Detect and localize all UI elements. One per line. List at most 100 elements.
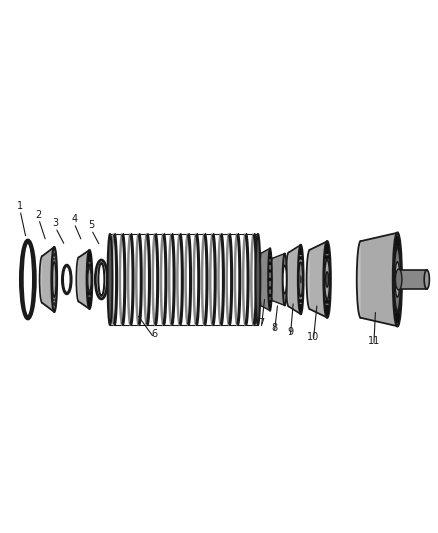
Ellipse shape [286, 253, 291, 306]
Ellipse shape [52, 270, 53, 273]
Ellipse shape [268, 248, 272, 311]
Ellipse shape [23, 243, 33, 316]
Ellipse shape [53, 262, 56, 297]
Ellipse shape [87, 258, 90, 262]
Ellipse shape [299, 299, 301, 303]
Ellipse shape [269, 256, 272, 259]
Ellipse shape [395, 241, 398, 247]
Ellipse shape [52, 278, 53, 281]
Ellipse shape [300, 256, 303, 260]
Ellipse shape [87, 297, 90, 301]
Ellipse shape [270, 286, 272, 289]
Text: 6: 6 [151, 328, 157, 338]
Ellipse shape [396, 312, 400, 318]
Text: 4: 4 [71, 214, 77, 224]
Ellipse shape [396, 269, 402, 290]
Ellipse shape [53, 254, 55, 257]
Ellipse shape [300, 248, 302, 252]
Ellipse shape [300, 293, 303, 297]
Ellipse shape [397, 307, 400, 312]
Ellipse shape [268, 262, 270, 265]
Ellipse shape [52, 263, 54, 266]
Ellipse shape [301, 278, 304, 281]
Ellipse shape [51, 247, 57, 312]
Ellipse shape [327, 269, 330, 273]
Ellipse shape [89, 263, 92, 268]
Ellipse shape [89, 270, 92, 274]
Ellipse shape [395, 246, 398, 252]
Ellipse shape [301, 285, 303, 289]
Polygon shape [401, 270, 427, 289]
Ellipse shape [53, 302, 55, 305]
Ellipse shape [283, 254, 287, 305]
Ellipse shape [54, 302, 56, 305]
Polygon shape [310, 241, 327, 318]
Ellipse shape [88, 252, 91, 256]
Text: 11: 11 [367, 336, 380, 346]
Ellipse shape [268, 304, 271, 307]
Ellipse shape [326, 309, 329, 313]
Ellipse shape [108, 234, 113, 325]
Text: 5: 5 [88, 221, 95, 230]
Ellipse shape [396, 317, 399, 322]
Ellipse shape [394, 253, 398, 259]
Ellipse shape [394, 301, 398, 306]
Ellipse shape [325, 309, 328, 313]
Polygon shape [272, 254, 285, 305]
Ellipse shape [55, 263, 57, 266]
Ellipse shape [325, 272, 328, 287]
Ellipse shape [325, 260, 330, 299]
Ellipse shape [298, 293, 301, 297]
Ellipse shape [298, 262, 301, 266]
Ellipse shape [87, 285, 89, 289]
Ellipse shape [397, 277, 401, 282]
Ellipse shape [268, 269, 270, 273]
Ellipse shape [298, 270, 301, 273]
Ellipse shape [54, 254, 56, 257]
Ellipse shape [53, 258, 54, 260]
Ellipse shape [268, 252, 271, 255]
Ellipse shape [327, 277, 330, 281]
Ellipse shape [64, 266, 70, 293]
Ellipse shape [325, 293, 327, 297]
Ellipse shape [395, 312, 398, 318]
Ellipse shape [260, 253, 263, 306]
Ellipse shape [394, 260, 398, 266]
Ellipse shape [327, 305, 329, 309]
Ellipse shape [52, 293, 54, 296]
Ellipse shape [327, 300, 329, 304]
Ellipse shape [394, 248, 401, 311]
Text: 7: 7 [258, 318, 265, 328]
Ellipse shape [55, 286, 57, 288]
Ellipse shape [396, 236, 399, 242]
Ellipse shape [326, 244, 328, 248]
Ellipse shape [394, 268, 397, 274]
Ellipse shape [397, 260, 401, 266]
Ellipse shape [76, 257, 81, 302]
Ellipse shape [89, 258, 92, 262]
Ellipse shape [269, 251, 271, 254]
Ellipse shape [326, 311, 328, 315]
Ellipse shape [300, 251, 303, 255]
Ellipse shape [325, 285, 327, 289]
Ellipse shape [393, 233, 402, 326]
Ellipse shape [397, 268, 401, 274]
Ellipse shape [53, 253, 55, 255]
Ellipse shape [325, 305, 328, 309]
Ellipse shape [396, 316, 399, 321]
Ellipse shape [396, 236, 399, 242]
Text: 9: 9 [287, 327, 293, 337]
Ellipse shape [299, 262, 303, 297]
Ellipse shape [271, 258, 275, 301]
Ellipse shape [325, 277, 327, 281]
Ellipse shape [325, 255, 328, 260]
Ellipse shape [87, 263, 90, 268]
Ellipse shape [397, 285, 401, 290]
Ellipse shape [269, 304, 272, 307]
Ellipse shape [325, 262, 327, 266]
Ellipse shape [62, 265, 71, 294]
Ellipse shape [397, 246, 400, 252]
Ellipse shape [270, 294, 272, 297]
Ellipse shape [268, 300, 271, 303]
Ellipse shape [325, 269, 327, 273]
